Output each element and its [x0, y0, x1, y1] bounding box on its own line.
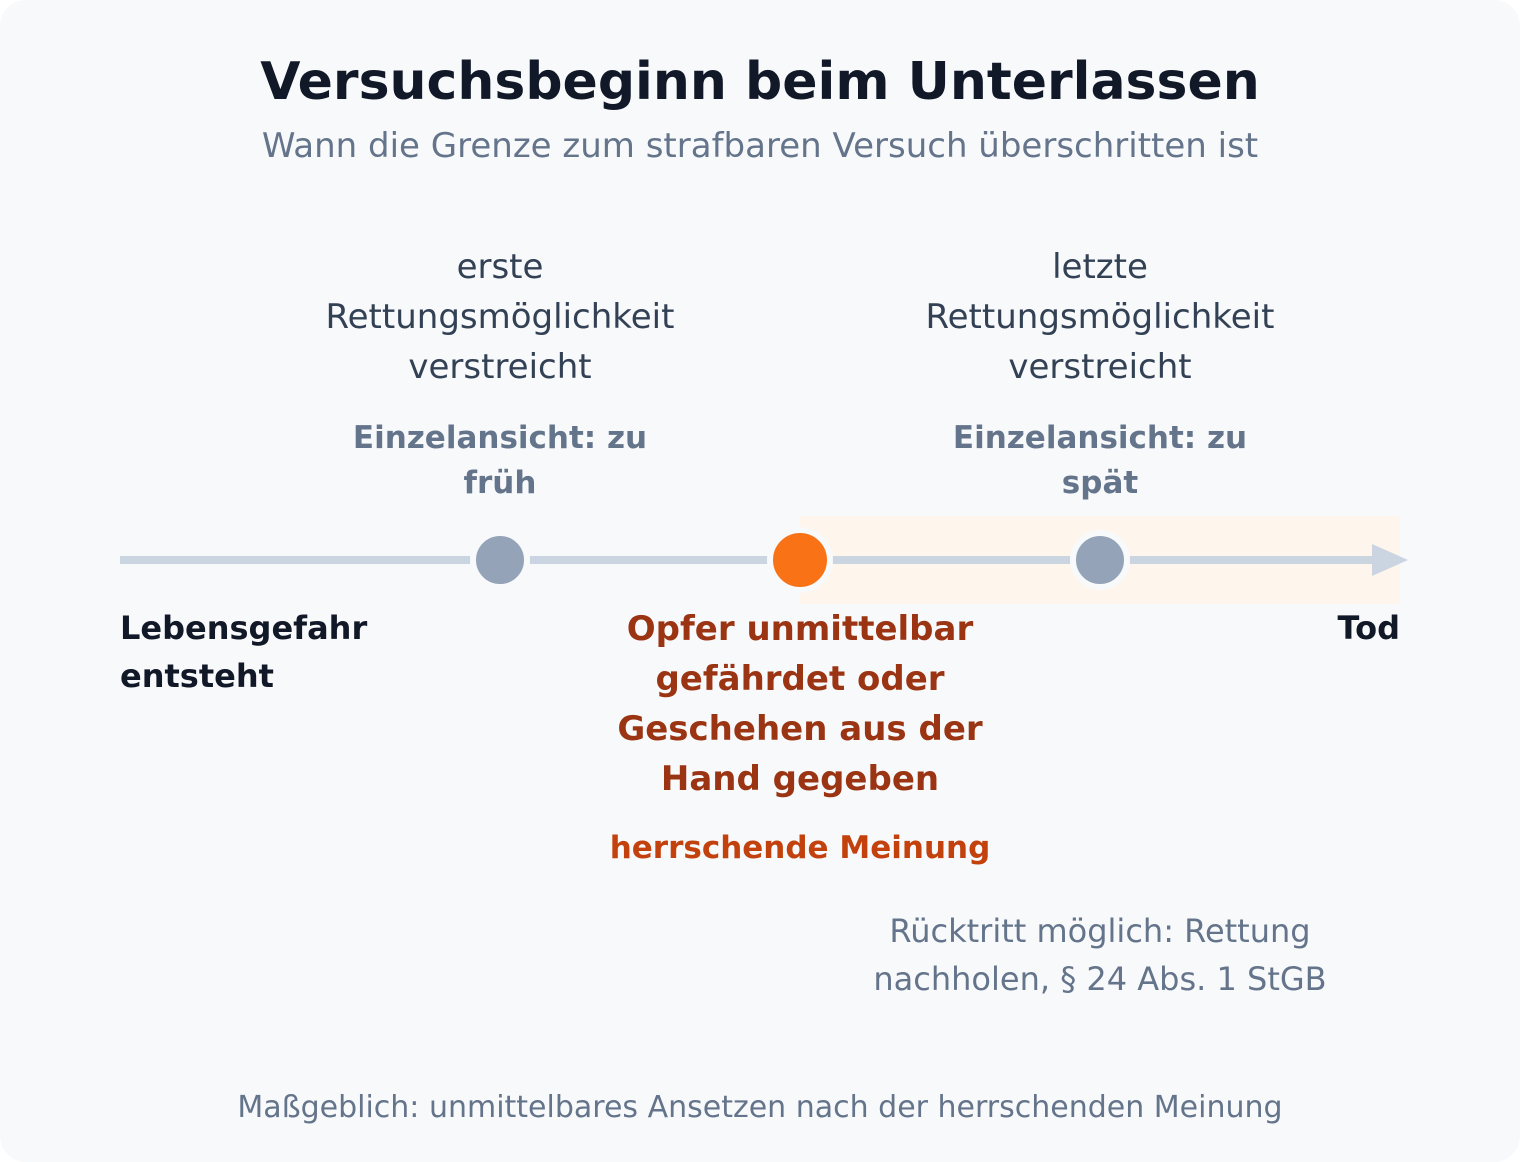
last-rescue-label-line: letzte — [1052, 247, 1148, 287]
attempt-start-label-line: Geschehen aus der — [617, 709, 983, 749]
start-label-line: entsteht — [120, 657, 274, 695]
first-rescue-view: Einzelansicht: zu früh — [330, 416, 670, 506]
majority-opinion-label: herrschende Meinung — [609, 830, 991, 866]
first-rescue-label: erste Rettungsmöglichkeit verstreicht — [300, 242, 700, 392]
end-label: Tod — [1337, 609, 1400, 647]
attempt-start-marker — [767, 527, 833, 593]
timeline-arrowhead — [1372, 544, 1408, 576]
footer-note: Maßgeblich: unmittelbares Ansetzen nach … — [237, 1090, 1283, 1125]
last-rescue-view: Einzelansicht: zu spät — [930, 416, 1270, 506]
last-rescue-label-line: Rettungsmöglichkeit — [925, 297, 1275, 337]
attempt-start-label-line: Hand gegeben — [660, 759, 940, 799]
first-rescue-label-line: erste — [456, 247, 544, 287]
page-title: Versuchsbeginn beim Unterlassen — [260, 52, 1260, 112]
attempt-start-label: Opfer unmittelbar gefährdet oder Gescheh… — [560, 604, 1040, 804]
withdrawal-note-line: nachholen, § 24 Abs. 1 StGB — [873, 960, 1327, 998]
attempt-start-label-line: gefährdet oder — [655, 659, 945, 699]
start-label: Lebensgefahr entsteht — [120, 604, 367, 700]
last-rescue-marker — [1070, 530, 1130, 590]
last-rescue-view-line: spät — [1061, 465, 1139, 501]
last-rescue-label-line: verstreicht — [1008, 347, 1192, 387]
last-rescue-view-line: Einzelansicht: zu — [952, 420, 1248, 456]
last-rescue-label: letzte Rettungsmöglichkeit verstreicht — [900, 242, 1300, 392]
first-rescue-label-line: verstreicht — [408, 347, 592, 387]
withdrawal-note-line: Rücktritt möglich: Rettung — [889, 912, 1311, 950]
first-rescue-marker — [470, 530, 530, 590]
withdrawal-note: Rücktritt möglich: Rettung nachholen, § … — [820, 907, 1380, 1003]
start-label-line: Lebensgefahr — [120, 609, 368, 647]
attempt-start-label-line: Opfer unmittelbar — [626, 609, 974, 649]
first-rescue-label-line: Rettungsmöglichkeit — [325, 297, 675, 337]
page-subtitle: Wann die Grenze zum strafbaren Versuch ü… — [261, 126, 1259, 166]
first-rescue-view-line: früh — [463, 465, 537, 501]
first-rescue-view-line: Einzelansicht: zu — [352, 420, 648, 456]
